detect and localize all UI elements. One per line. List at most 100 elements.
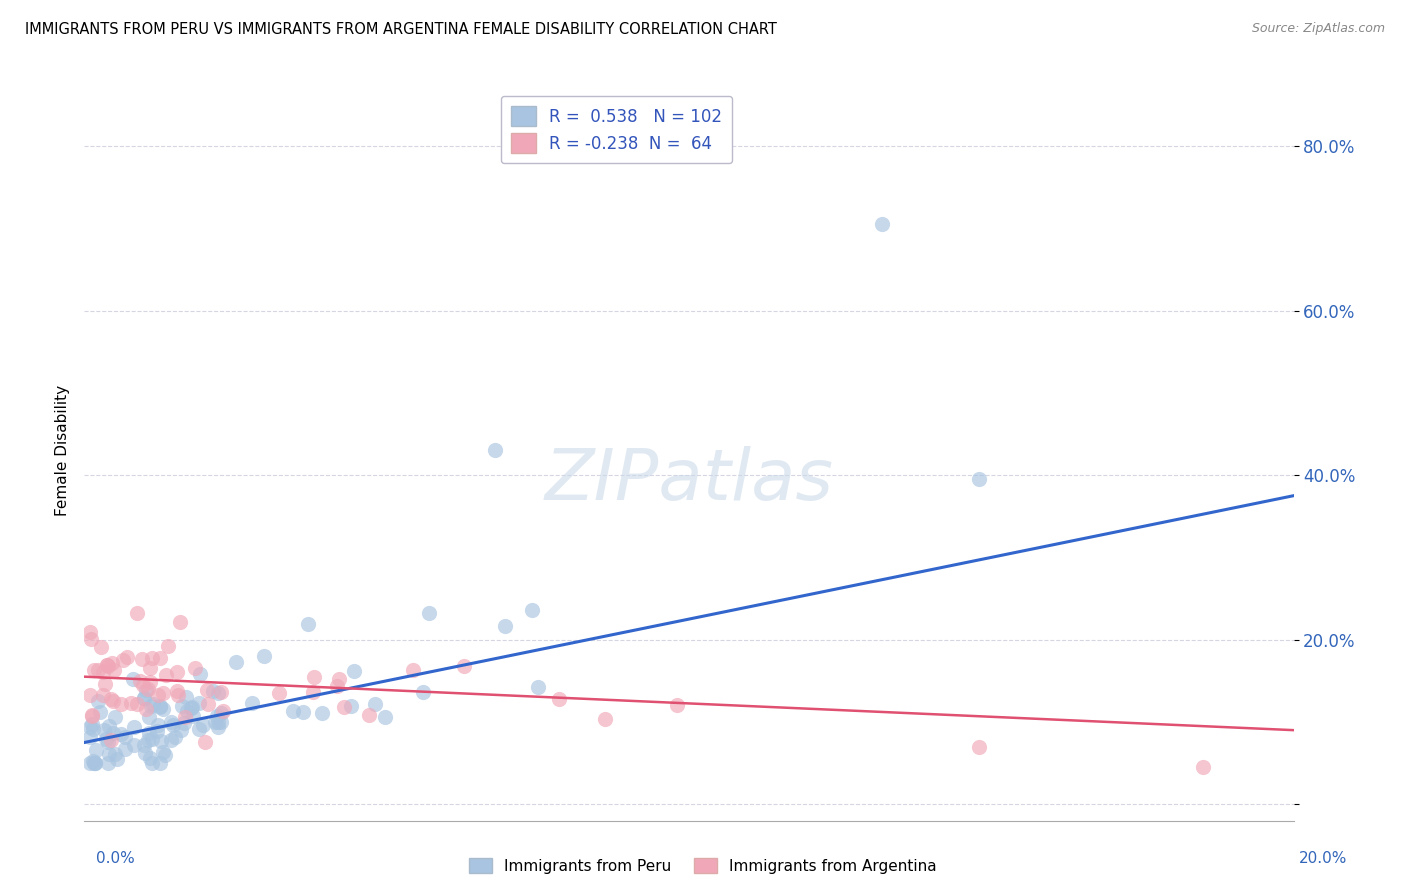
Point [195, 683, 218, 698]
Point [149, 651, 172, 665]
Point [484, 443, 506, 458]
Point [80, 632, 103, 646]
Point [494, 619, 516, 633]
Point [209, 685, 232, 699]
Point [134, 738, 156, 752]
Point [138, 709, 160, 723]
Point [418, 607, 440, 621]
Point [172, 698, 194, 713]
Point [169, 615, 191, 629]
Point [91, 688, 114, 702]
Point [121, 672, 143, 686]
Point [665, 698, 688, 713]
Point [412, 684, 434, 698]
Point [87, 694, 110, 708]
Point [181, 708, 204, 723]
Point [402, 663, 425, 677]
Point [103, 663, 125, 677]
Point [103, 747, 125, 762]
Text: 20.0%: 20.0% [1299, 851, 1347, 865]
Text: ZIPatlas: ZIPatlas [544, 446, 834, 515]
Point [197, 698, 219, 712]
Point [80, 717, 103, 731]
Point [129, 673, 152, 688]
Point [82, 723, 104, 737]
Point [150, 733, 173, 747]
Point [211, 704, 233, 718]
Point [149, 699, 172, 714]
Point [188, 667, 211, 681]
Point [176, 704, 198, 718]
Point [174, 710, 197, 724]
Point [120, 696, 142, 710]
Point [87, 663, 110, 677]
Legend: R =  0.538   N = 102, R = -0.238  N =  64: R = 0.538 N = 102, R = -0.238 N = 64 [501, 96, 733, 163]
Legend: Immigrants from Peru, Immigrants from Argentina: Immigrants from Peru, Immigrants from Ar… [463, 852, 943, 880]
Point [139, 674, 162, 689]
Point [209, 706, 232, 721]
Point [194, 735, 217, 749]
Point [364, 697, 387, 711]
Point [112, 653, 135, 667]
Point [159, 714, 181, 729]
Point [180, 699, 202, 714]
Point [167, 689, 190, 703]
Point [166, 665, 188, 679]
Point [83, 663, 105, 677]
Point [138, 726, 160, 740]
Point [136, 733, 159, 747]
Point [84, 756, 107, 770]
Point [155, 668, 177, 682]
Point [180, 701, 202, 715]
Point [343, 664, 366, 678]
Point [302, 670, 325, 684]
Point [253, 649, 276, 664]
Point [86, 742, 108, 756]
Point [135, 701, 157, 715]
Point [267, 686, 290, 700]
Point [141, 731, 163, 746]
Point [136, 682, 159, 697]
Point [204, 714, 226, 729]
Point [193, 718, 215, 732]
Point [207, 714, 229, 729]
Point [139, 660, 162, 674]
Point [100, 691, 122, 706]
Point [141, 698, 163, 713]
Text: 0.0%: 0.0% [96, 851, 135, 865]
Point [141, 651, 163, 665]
Point [333, 700, 356, 714]
Point [173, 715, 195, 730]
Point [131, 651, 153, 665]
Point [98, 747, 121, 761]
Point [297, 617, 319, 632]
Point [97, 719, 120, 733]
Point [522, 602, 544, 616]
Point [141, 756, 163, 770]
Point [82, 754, 104, 768]
Point [114, 741, 136, 756]
Point [96, 658, 118, 673]
Point [110, 697, 132, 711]
Point [79, 688, 101, 702]
Point [96, 657, 118, 672]
Text: IMMIGRANTS FROM PERU VS IMMIGRANTS FROM ARGENTINA FEMALE DISABILITY CORRELATION : IMMIGRANTS FROM PERU VS IMMIGRANTS FROM … [25, 22, 778, 37]
Point [97, 756, 120, 770]
Point [146, 688, 169, 702]
Point [100, 657, 122, 671]
Point [122, 720, 145, 734]
Point [340, 699, 363, 714]
Point [453, 659, 475, 673]
Point [207, 685, 229, 699]
Point [225, 655, 247, 669]
Point [872, 217, 894, 231]
Point [593, 712, 616, 726]
Point [149, 699, 172, 714]
Point [115, 649, 138, 664]
Point [82, 707, 104, 722]
Point [122, 738, 145, 752]
Point [80, 709, 103, 723]
Point [79, 720, 101, 734]
Point [283, 704, 305, 718]
Point [160, 733, 183, 747]
